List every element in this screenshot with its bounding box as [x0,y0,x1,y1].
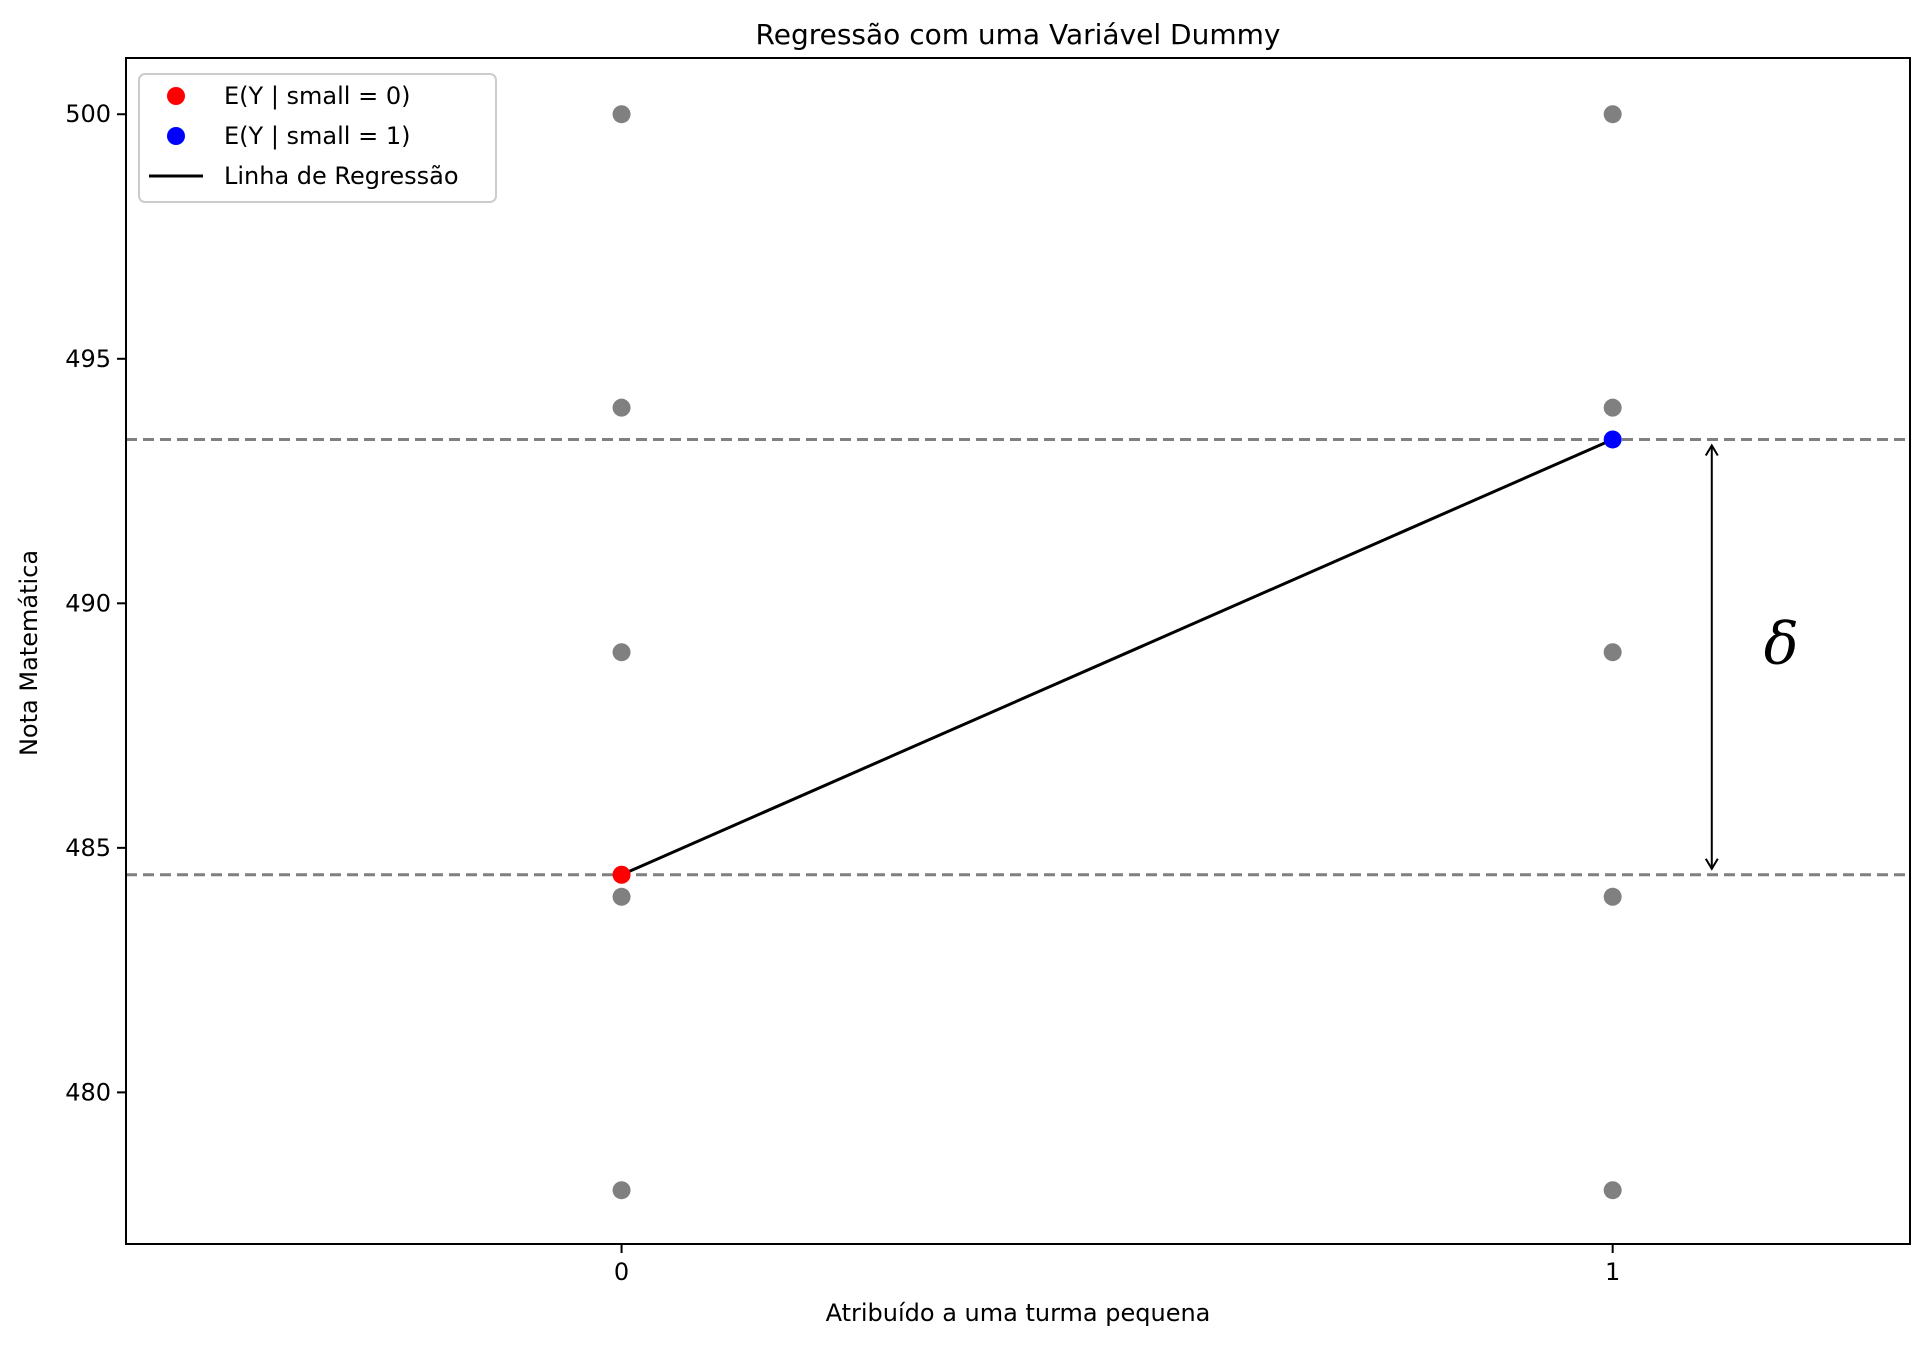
scatter-point [612,105,631,124]
axes: 0 1 480 485 490 495 500 [65,57,1911,1286]
regression-line [620,438,1614,877]
y-axis-label: Nota Matemática [15,550,43,756]
legend-label: E(Y | small = 1) [224,122,410,150]
y-tick-label: 500 [65,100,111,128]
chart-title: Regressão com uma Variável Dummy [756,18,1281,51]
delta-annotation: δ [1704,443,1799,871]
scatter-point [612,643,631,662]
mean-point-small-1 [1603,430,1622,449]
delta-arrow-head-top [1704,443,1719,456]
x-tick-label: 1 [1605,1258,1620,1286]
legend-marker [167,127,185,145]
x-tick-label: 0 [614,1258,629,1286]
y-tick-label: 495 [65,345,111,373]
scatter-point [1603,398,1622,417]
scatter-point [1603,1181,1622,1200]
mean-point-small-0 [612,865,631,884]
legend-marker [167,87,185,105]
legend-label: Linha de Regressão [224,162,459,190]
scatter-point [612,398,631,417]
y-tick-label: 480 [65,1078,111,1106]
y-tick-label: 490 [65,589,111,617]
legend-label: E(Y | small = 0) [224,82,410,110]
delta-label: δ [1764,609,1799,677]
scatter-point [612,887,631,906]
scatter-point [612,1181,631,1200]
delta-arrow-head-bottom [1704,858,1719,871]
data-marks [612,105,1622,1200]
scatter-point [1603,887,1622,906]
plot-frame [125,57,1911,1245]
legend: E(Y | small = 0) E(Y | small = 1) Linha de… [138,73,497,203]
legend-box [138,73,497,203]
x-axis-label: Atribuído a uma turma pequena [826,1299,1211,1327]
scatter-point [1603,643,1622,662]
scatter-point [1603,105,1622,124]
y-tick-label: 485 [65,834,111,862]
